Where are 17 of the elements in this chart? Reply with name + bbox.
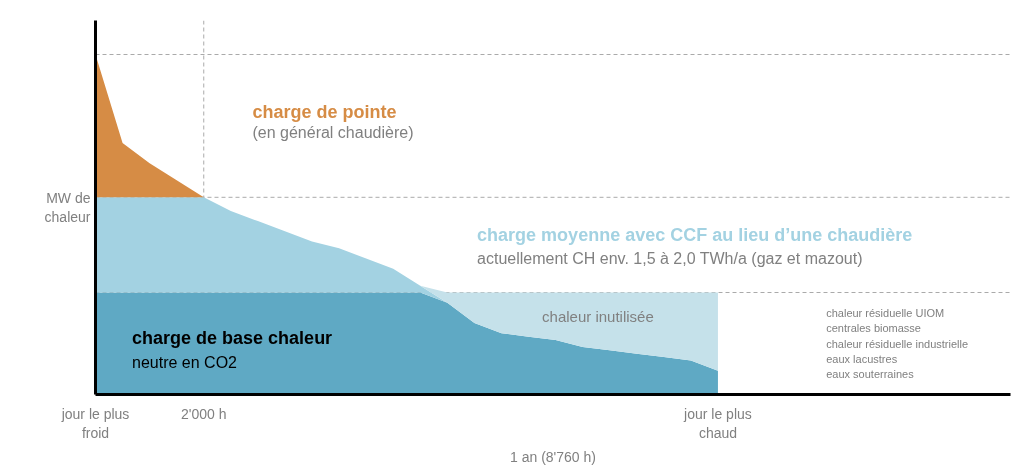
- text: chaleur résiduelle industrielle: [826, 337, 969, 350]
- x-tick-label: jour le plus chaud: [683, 405, 752, 441]
- text: eaux lacustres: [826, 352, 898, 365]
- x-tick-label: jour le plus froid: [60, 405, 130, 441]
- text: eaux souterraines: [826, 368, 915, 381]
- y-axis-title: MW de chaleur: [44, 189, 91, 226]
- annotation: neutre en CO2: [132, 353, 238, 371]
- x-tick-label: 2'000 h: [181, 405, 227, 422]
- annotation: (en général chaudière): [252, 124, 414, 142]
- text: charge moyenne avec CCF au lieu d’une chaudière: [477, 224, 913, 245]
- series-label: charge de base chaleur: [132, 328, 333, 349]
- text: centrales biomasse: [826, 322, 921, 335]
- annotation: actuellement CH env. 1,5 à 2,0 TWh/a (gaz et mazout): [477, 250, 863, 267]
- text: charge de pointe: [252, 102, 397, 123]
- x-axis-title: 1 an (8'760 h): [510, 448, 596, 465]
- series-label: chaleur inutilisée: [542, 307, 654, 325]
- text: chaleur résiduelle UIOM: [826, 306, 945, 319]
